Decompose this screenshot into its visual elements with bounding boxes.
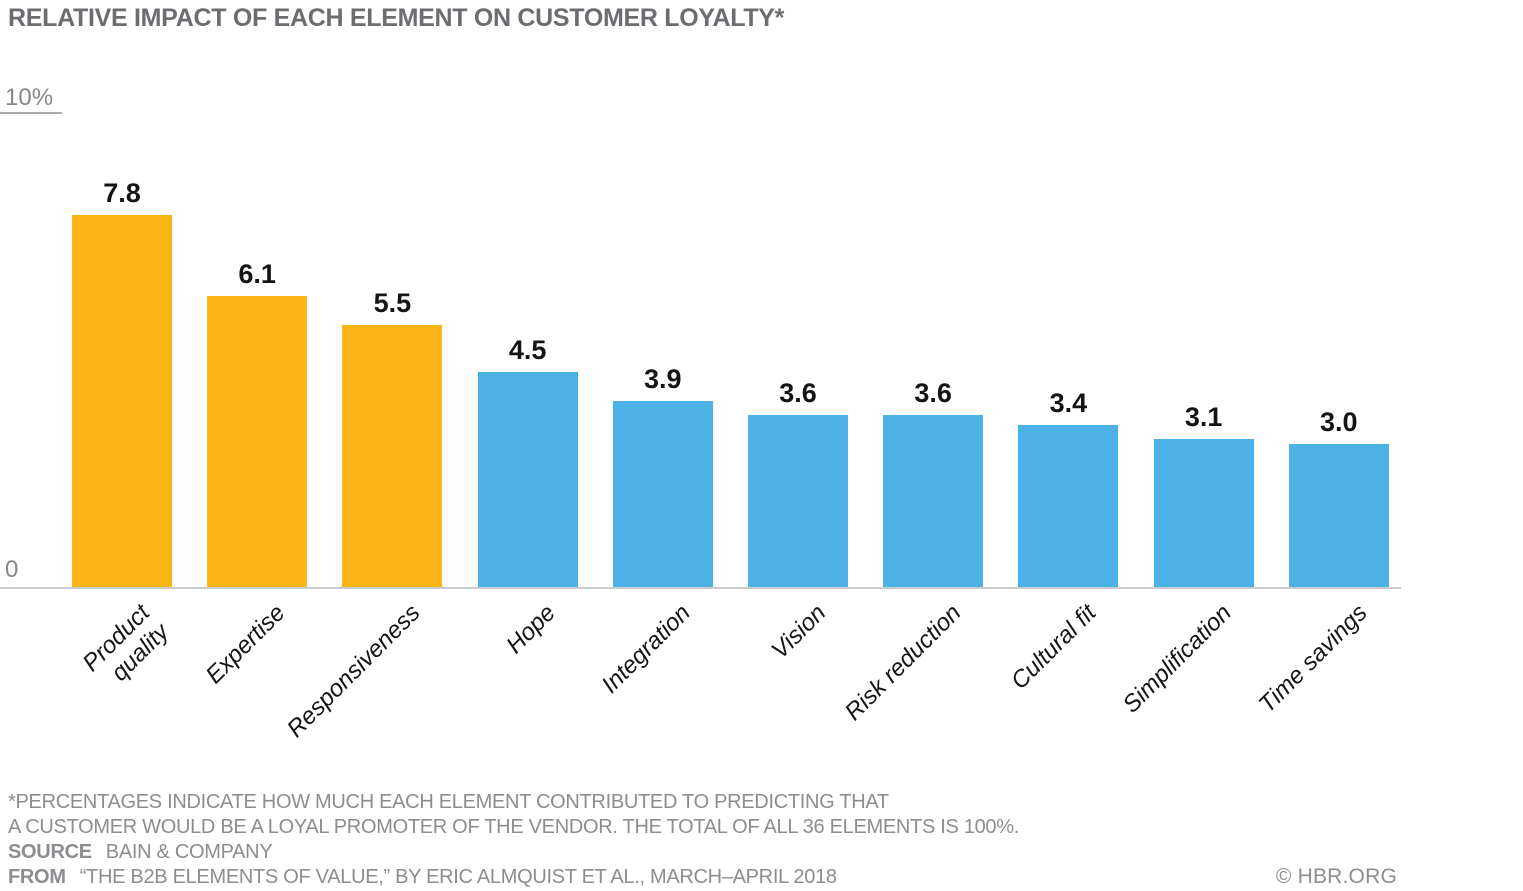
bar-value-label: 4.5 [508,335,547,365]
source-label: SOURCE [8,841,92,863]
x-axis-category-label: Integration [596,599,697,699]
bar-value-label: 3.0 [1320,407,1358,437]
footer: *PERCENTAGES INDICATE HOW MUCH EACH ELEM… [8,790,1515,890]
x-axis-baseline [0,587,1401,589]
x-axis-category-label: Product quality [77,599,175,687]
bar [477,372,578,587]
source-line: SOURCE BAIN & COMPANY [8,840,1515,865]
bar-value-label: 5.5 [373,288,412,318]
chart-title: RELATIVE IMPACT OF EACH ELEMENT ON CUSTO… [8,4,785,32]
bar-value-label: 3.6 [779,378,817,408]
y-axis-zero-tick-label: 0 [5,556,19,583]
bar [748,415,848,587]
bar-value-label: 3.6 [914,378,952,408]
x-axis-category-label: Responsiveness [282,599,426,743]
y-axis-top-tick-mark [0,112,62,114]
x-axis-category-label: Time savings [1253,599,1373,719]
bar [1153,439,1254,587]
bar-value-label: 3.4 [1049,388,1088,418]
bar [1018,425,1119,587]
bar-value-label: 3.1 [1184,402,1223,432]
x-axis-category-label: Vision [766,599,832,665]
bar-value-label: 7.8 [103,178,141,208]
source-value: BAIN & COMPANY [105,841,273,863]
bar [883,415,984,587]
bar-value-label: 3.9 [644,364,682,394]
footnote-line-1: *PERCENTAGES INDICATE HOW MUCH EACH ELEM… [8,791,889,813]
bar [1288,444,1389,587]
x-axis-category-label: Cultural fit [1006,599,1102,695]
x-axis-category-label: Simplification [1117,599,1237,719]
bar [207,296,308,587]
x-axis-category-label: Hope [501,599,561,659]
y-axis-top-tick-label: 10% [5,84,54,111]
bar-value-label: 6.1 [238,259,276,289]
from-line: FROM “THE B2B ELEMENTS OF VALUE,” BY ERIC… [8,865,1515,890]
x-axis-category-label: Risk reduction [839,599,967,726]
footnote-line-2: A CUSTOMER WOULD BE A LOYAL PROMOTER OF … [8,816,1019,838]
from-value: “THE B2B ELEMENTS OF VALUE,” BY ERIC ALM… [79,866,837,888]
from-label: FROM [8,866,66,888]
bar [72,215,172,587]
bar [342,325,443,587]
bar [612,401,713,587]
x-axis-category-label: Expertise [200,599,291,690]
copyright-hbr: © HBR.ORG [1275,865,1397,888]
